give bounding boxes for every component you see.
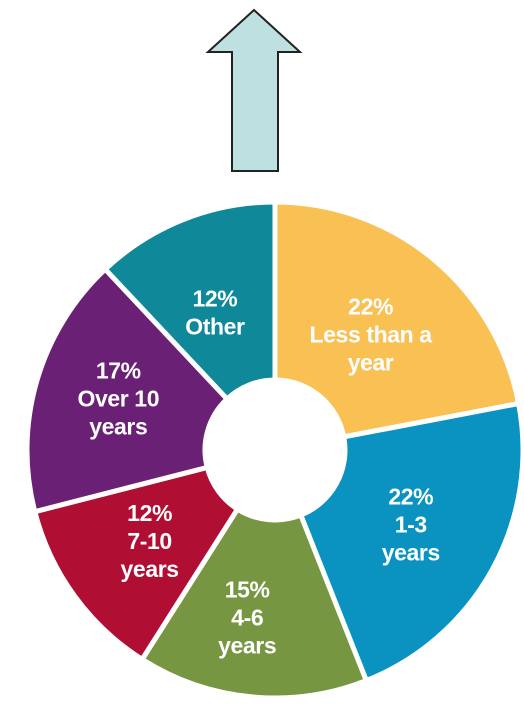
- slice-percent-label: 17%: [96, 358, 141, 384]
- slice-name-label: 7-10: [127, 528, 171, 554]
- up-arrow-shape: [205, 8, 303, 172]
- slice-percent-label: 15%: [225, 577, 270, 603]
- slice-name-label: 1-3: [395, 512, 427, 538]
- slice-name-label: years: [89, 414, 147, 440]
- slice-name-label: Less than a: [310, 321, 433, 347]
- slice-name-label: Other: [185, 314, 245, 340]
- up-arrow-icon: [205, 8, 303, 172]
- slice-labels: 22%Less than ayear22%1-3years15%4-6years…: [77, 286, 441, 659]
- donut-chart: [24, 199, 524, 701]
- slice-percent-label: 22%: [348, 293, 393, 319]
- slice-name-label: year: [348, 349, 394, 375]
- slice-name-label: years: [218, 633, 276, 659]
- slice-name-label: Over 10: [77, 386, 159, 412]
- donut-hole: [205, 380, 345, 520]
- slice-percent-label: 12%: [192, 286, 237, 312]
- slice-percent-label: 12%: [127, 500, 172, 526]
- slice-name-label: years: [121, 556, 179, 582]
- slice-percent-label: 22%: [388, 484, 433, 510]
- slice-name-label: years: [382, 540, 440, 566]
- slice-name-label: 4-6: [231, 605, 263, 631]
- slice-label: 12%Other: [185, 286, 245, 340]
